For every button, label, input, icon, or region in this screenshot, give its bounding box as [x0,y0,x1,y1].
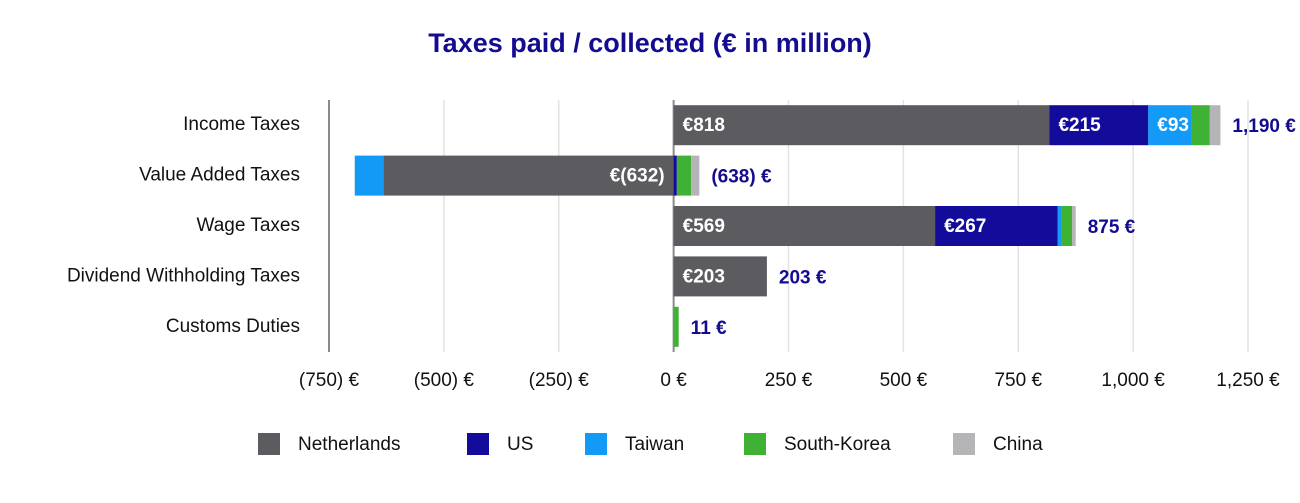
value-label: €215 [1058,115,1101,136]
legend-label: US [507,434,533,455]
y-tick-label: Dividend Withholding Taxes [67,265,300,286]
x-tick-label: (500) € [414,370,475,391]
y-tick-label: Wage Taxes [197,215,301,236]
bar-segment [673,105,1050,146]
x-tick-label: (750) € [299,370,360,391]
legend-label: Taiwan [625,434,684,455]
y-tick-label: Income Taxes [183,114,300,135]
bar-segment [1057,206,1062,246]
x-tick-label: (250) € [529,370,590,391]
bar-segment [1191,105,1210,146]
bar-segment [676,155,692,196]
bar-segment [673,306,679,347]
legend-swatch [258,433,280,455]
bar-segment [691,155,700,196]
x-tick-label: 1,000 € [1101,370,1165,391]
x-tick-label: 1,250 € [1216,370,1280,391]
legend-swatch [953,433,975,455]
legend-swatch [744,433,766,455]
value-label: €203 [683,266,725,287]
bar-segment [1209,105,1221,146]
x-tick-label: 250 € [765,370,813,391]
value-label: €267 [944,216,986,237]
bar-segment [1072,206,1076,246]
bar-segment [1049,105,1149,146]
bar-segment [1061,206,1073,246]
value-label: €569 [683,216,725,237]
total-label: (638) € [711,167,772,188]
value-label: €93 [1157,115,1189,136]
value-label: €(632) [610,166,665,187]
legend-swatch [585,433,607,455]
bar-segment [383,155,674,196]
value-label: €818 [683,115,725,136]
legend-label: China [993,434,1043,455]
x-tick-label: 750 € [994,370,1042,391]
bar-segment [935,206,1058,246]
chart-title: Taxes paid / collected (€ in million) [428,28,872,58]
total-label: 11 € [691,318,727,339]
bar-segment [673,155,677,196]
total-label: 1,190 € [1232,116,1296,137]
bar-segment [673,206,936,246]
legend-label: Netherlands [298,434,400,455]
total-label: 875 € [1088,217,1136,238]
legend-swatch [467,433,489,455]
bar-segment [1148,105,1192,146]
y-tick-label: Value Added Taxes [139,165,300,186]
y-tick-label: Customs Duties [166,316,300,337]
x-tick-label: 0 € [660,370,687,391]
bar-segment [673,256,767,297]
total-label: 203 € [779,267,827,288]
x-tick-label: 500 € [880,370,928,391]
legend-label: South-Korea [784,434,891,455]
bar-segment [354,155,384,196]
